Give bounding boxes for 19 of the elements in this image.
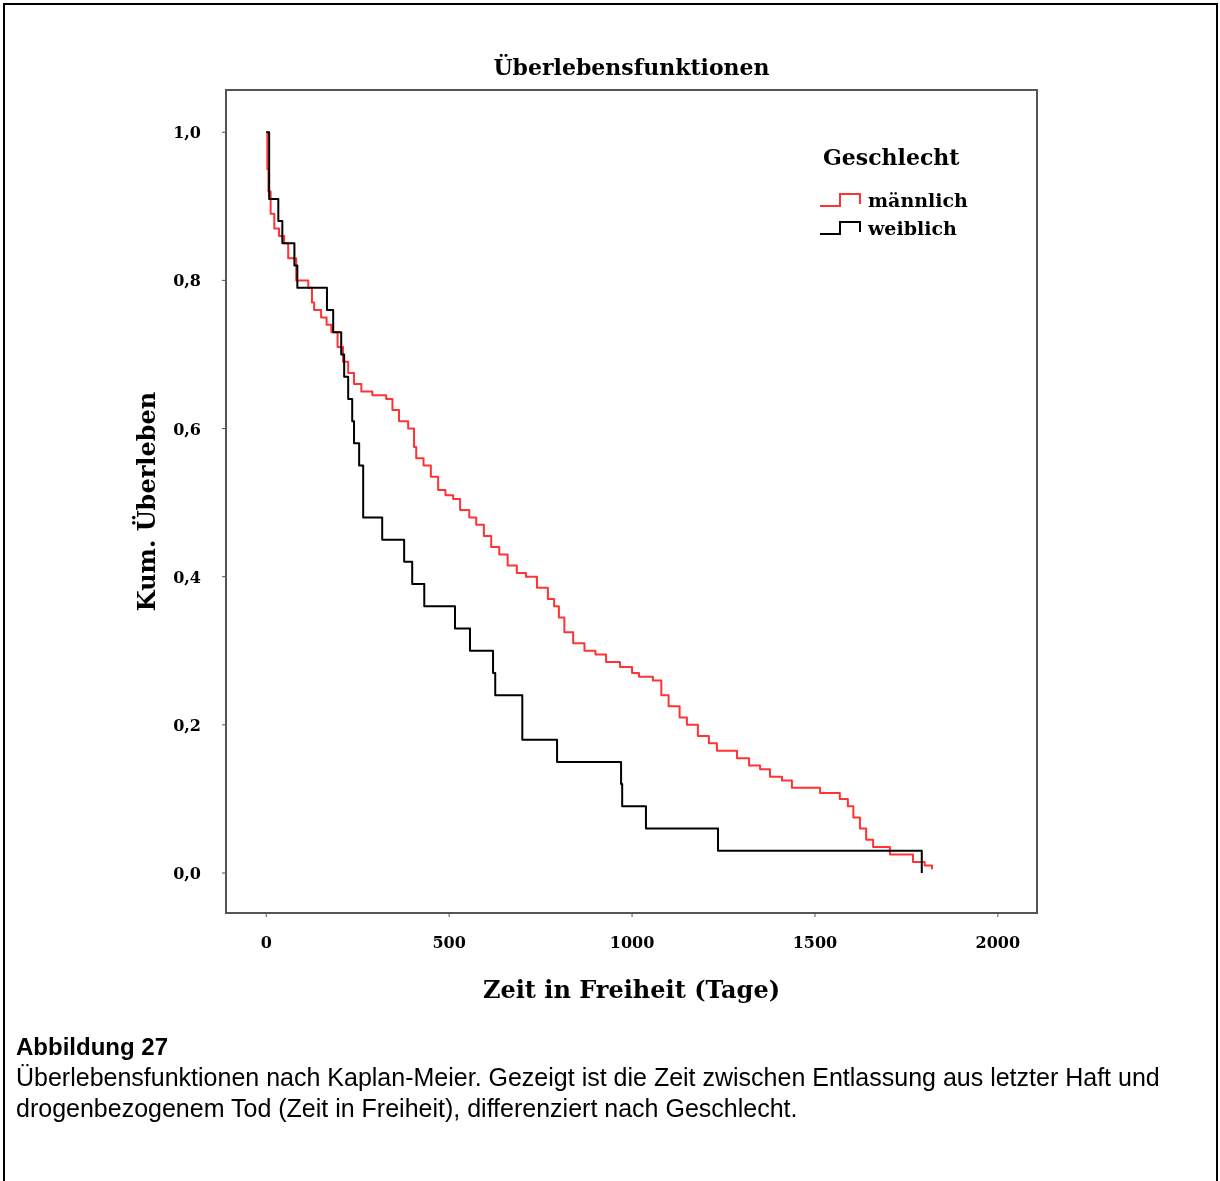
legend-label: männlich: [868, 189, 969, 211]
x-tick-label: 2000: [975, 933, 1021, 952]
text: Überlebensfunktionen nach Kaplan-Meier. Gezeigt ist die Zeit zwischen Entlassung aus letzter Haft und drogenbezogenem Tod (Zeit in Freiheit), differenziert nach Geschlecht.: [16, 1062, 1161, 1124]
text: Abbildung 27: [16, 1033, 168, 1061]
y-tick-label: 0,4: [173, 567, 201, 587]
y-tick-label: 0,0: [173, 864, 201, 883]
y-tick-label: 0,6: [173, 419, 201, 439]
x-tick-label: 1500: [792, 933, 838, 952]
y-axis-title: Kum. Überleben: [132, 391, 161, 612]
legend-title: Geschlecht: [823, 144, 961, 170]
x-tick-label: 1000: [609, 933, 655, 952]
x-tick-label: 500: [432, 933, 466, 952]
chart-title: Überlebensfunktionen: [493, 53, 770, 80]
y-tick-label: 0,2: [173, 715, 201, 735]
y-tick-label: 1,0: [173, 123, 201, 143]
x-axis-title: Zeit in Freiheit (Tage): [482, 975, 781, 1004]
x-tick-label: 0: [260, 933, 272, 952]
legend-label: weiblich: [867, 217, 957, 239]
y-tick-label: 0,8: [173, 271, 201, 291]
